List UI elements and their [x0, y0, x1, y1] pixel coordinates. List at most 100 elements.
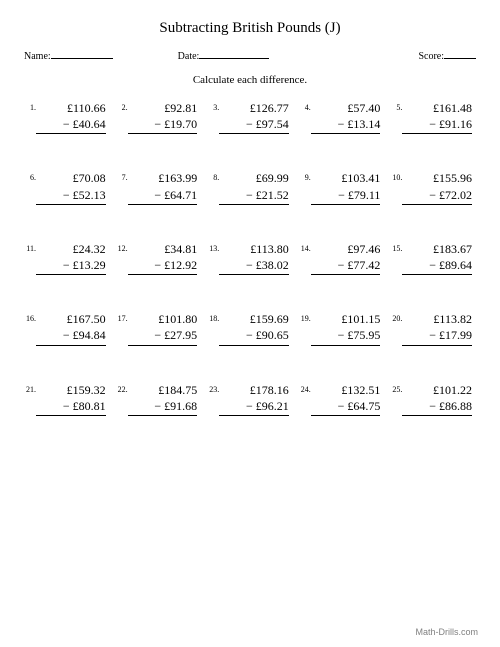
problem-body: £183.67− £89.64 — [402, 241, 476, 275]
problem-number: 23. — [207, 382, 219, 394]
minuend: £184.75 — [128, 382, 198, 398]
problem-number: 25. — [390, 382, 402, 394]
problem-body: £101.15− £75.95 — [311, 311, 385, 345]
problem-body: £184.75− £91.68 — [128, 382, 202, 416]
minuend: £163.99 — [128, 170, 198, 186]
problem-number: 21. — [24, 382, 36, 394]
subtrahend: − £64.71 — [128, 187, 198, 205]
score-field: Score: — [418, 49, 476, 62]
problem-body: £92.81− £19.70 — [128, 100, 202, 134]
page-title: Subtracting British Pounds (J) — [22, 20, 478, 37]
minuend: £132.51 — [311, 382, 381, 398]
minuend: £97.46 — [311, 241, 381, 257]
subtrahend: − £38.02 — [219, 257, 289, 275]
subtrahend: − £72.02 — [402, 187, 472, 205]
minuend: £159.69 — [219, 311, 289, 327]
minuend: £110.66 — [36, 100, 106, 116]
problem: 4.£57.40− £13.14 — [299, 100, 385, 134]
footer-text: Math-Drills.com — [415, 627, 478, 637]
subtrahend: − £40.64 — [36, 116, 106, 134]
name-label: Name: — [24, 51, 51, 62]
minuend: £161.48 — [402, 100, 472, 116]
problem-body: £34.81− £12.92 — [128, 241, 202, 275]
subtrahend: − £94.84 — [36, 327, 106, 345]
minuend: £101.80 — [128, 311, 198, 327]
subtrahend: − £12.92 — [128, 257, 198, 275]
problem-number: 3. — [207, 100, 219, 112]
date-field: Date: — [178, 49, 270, 62]
problem-number: 4. — [299, 100, 311, 112]
minuend: £103.41 — [311, 170, 381, 186]
problem-body: £167.50− £94.84 — [36, 311, 110, 345]
subtrahend: − £17.99 — [402, 327, 472, 345]
problem-number: 10. — [390, 170, 402, 182]
subtrahend: − £77.42 — [311, 257, 381, 275]
problem: 17.£101.80− £27.95 — [116, 311, 202, 345]
problem-body: £24.32− £13.29 — [36, 241, 110, 275]
problem-number: 17. — [116, 311, 128, 323]
minuend: £155.96 — [402, 170, 472, 186]
subtrahend: − £79.11 — [311, 187, 381, 205]
problem: 15.£183.67− £89.64 — [390, 241, 476, 275]
problem: 16.£167.50− £94.84 — [24, 311, 110, 345]
problem-body: £70.08− £52.13 — [36, 170, 110, 204]
header-row: Name: Date: Score: — [22, 49, 478, 62]
subtrahend: − £90.65 — [219, 327, 289, 345]
date-input-line[interactable] — [199, 49, 269, 59]
subtrahend: − £19.70 — [128, 116, 198, 134]
minuend: £69.99 — [219, 170, 289, 186]
problem: 12.£34.81− £12.92 — [116, 241, 202, 275]
problem: 20.£113.82− £17.99 — [390, 311, 476, 345]
problem-number: 7. — [116, 170, 128, 182]
problem: 18.£159.69− £90.65 — [207, 311, 293, 345]
problem-body: £178.16− £96.21 — [219, 382, 293, 416]
subtrahend: − £97.54 — [219, 116, 289, 134]
minuend: £183.67 — [402, 241, 472, 257]
problem: 24.£132.51− £64.75 — [299, 382, 385, 416]
problem-body: £113.82− £17.99 — [402, 311, 476, 345]
problem: 10.£155.96− £72.02 — [390, 170, 476, 204]
minuend: £101.22 — [402, 382, 472, 398]
problem-number: 8. — [207, 170, 219, 182]
subtrahend: − £86.88 — [402, 398, 472, 416]
problem: 8.£69.99− £21.52 — [207, 170, 293, 204]
problem-number: 14. — [299, 241, 311, 253]
subtrahend: − £64.75 — [311, 398, 381, 416]
subtrahend: − £13.14 — [311, 116, 381, 134]
minuend: £113.80 — [219, 241, 289, 257]
instruction-text: Calculate each difference. — [22, 74, 478, 86]
problem-body: £101.22− £86.88 — [402, 382, 476, 416]
problem: 2.£92.81− £19.70 — [116, 100, 202, 134]
problem-number: 22. — [116, 382, 128, 394]
problem-number: 5. — [390, 100, 402, 112]
subtrahend: − £52.13 — [36, 187, 106, 205]
minuend: £70.08 — [36, 170, 106, 186]
problem: 22.£184.75− £91.68 — [116, 382, 202, 416]
subtrahend: − £13.29 — [36, 257, 106, 275]
name-input-line[interactable] — [51, 49, 113, 59]
problem-body: £110.66− £40.64 — [36, 100, 110, 134]
problem-body: £126.77− £97.54 — [219, 100, 293, 134]
problem-number: 19. — [299, 311, 311, 323]
name-field: Name: — [24, 49, 113, 62]
subtrahend: − £91.16 — [402, 116, 472, 134]
problem-number: 13. — [207, 241, 219, 253]
problem-body: £69.99− £21.52 — [219, 170, 293, 204]
problem-number: 6. — [24, 170, 36, 182]
problem: 3.£126.77− £97.54 — [207, 100, 293, 134]
problem-number: 15. — [390, 241, 402, 253]
subtrahend: − £27.95 — [128, 327, 198, 345]
minuend: £159.32 — [36, 382, 106, 398]
problem-number: 9. — [299, 170, 311, 182]
minuend: £57.40 — [311, 100, 381, 116]
score-input-line[interactable] — [444, 49, 476, 59]
problem-number: 16. — [24, 311, 36, 323]
minuend: £113.82 — [402, 311, 472, 327]
minuend: £178.16 — [219, 382, 289, 398]
subtrahend: − £89.64 — [402, 257, 472, 275]
problem: 19.£101.15− £75.95 — [299, 311, 385, 345]
problem: 1.£110.66− £40.64 — [24, 100, 110, 134]
minuend: £101.15 — [311, 311, 381, 327]
minuend: £167.50 — [36, 311, 106, 327]
problem: 25.£101.22− £86.88 — [390, 382, 476, 416]
